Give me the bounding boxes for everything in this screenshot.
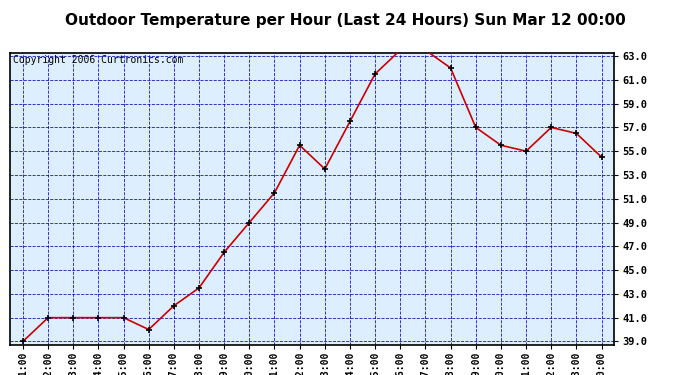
Text: Copyright 2006 Curtronics.com: Copyright 2006 Curtronics.com bbox=[13, 56, 184, 65]
Text: Outdoor Temperature per Hour (Last 24 Hours) Sun Mar 12 00:00: Outdoor Temperature per Hour (Last 24 Ho… bbox=[65, 13, 625, 28]
